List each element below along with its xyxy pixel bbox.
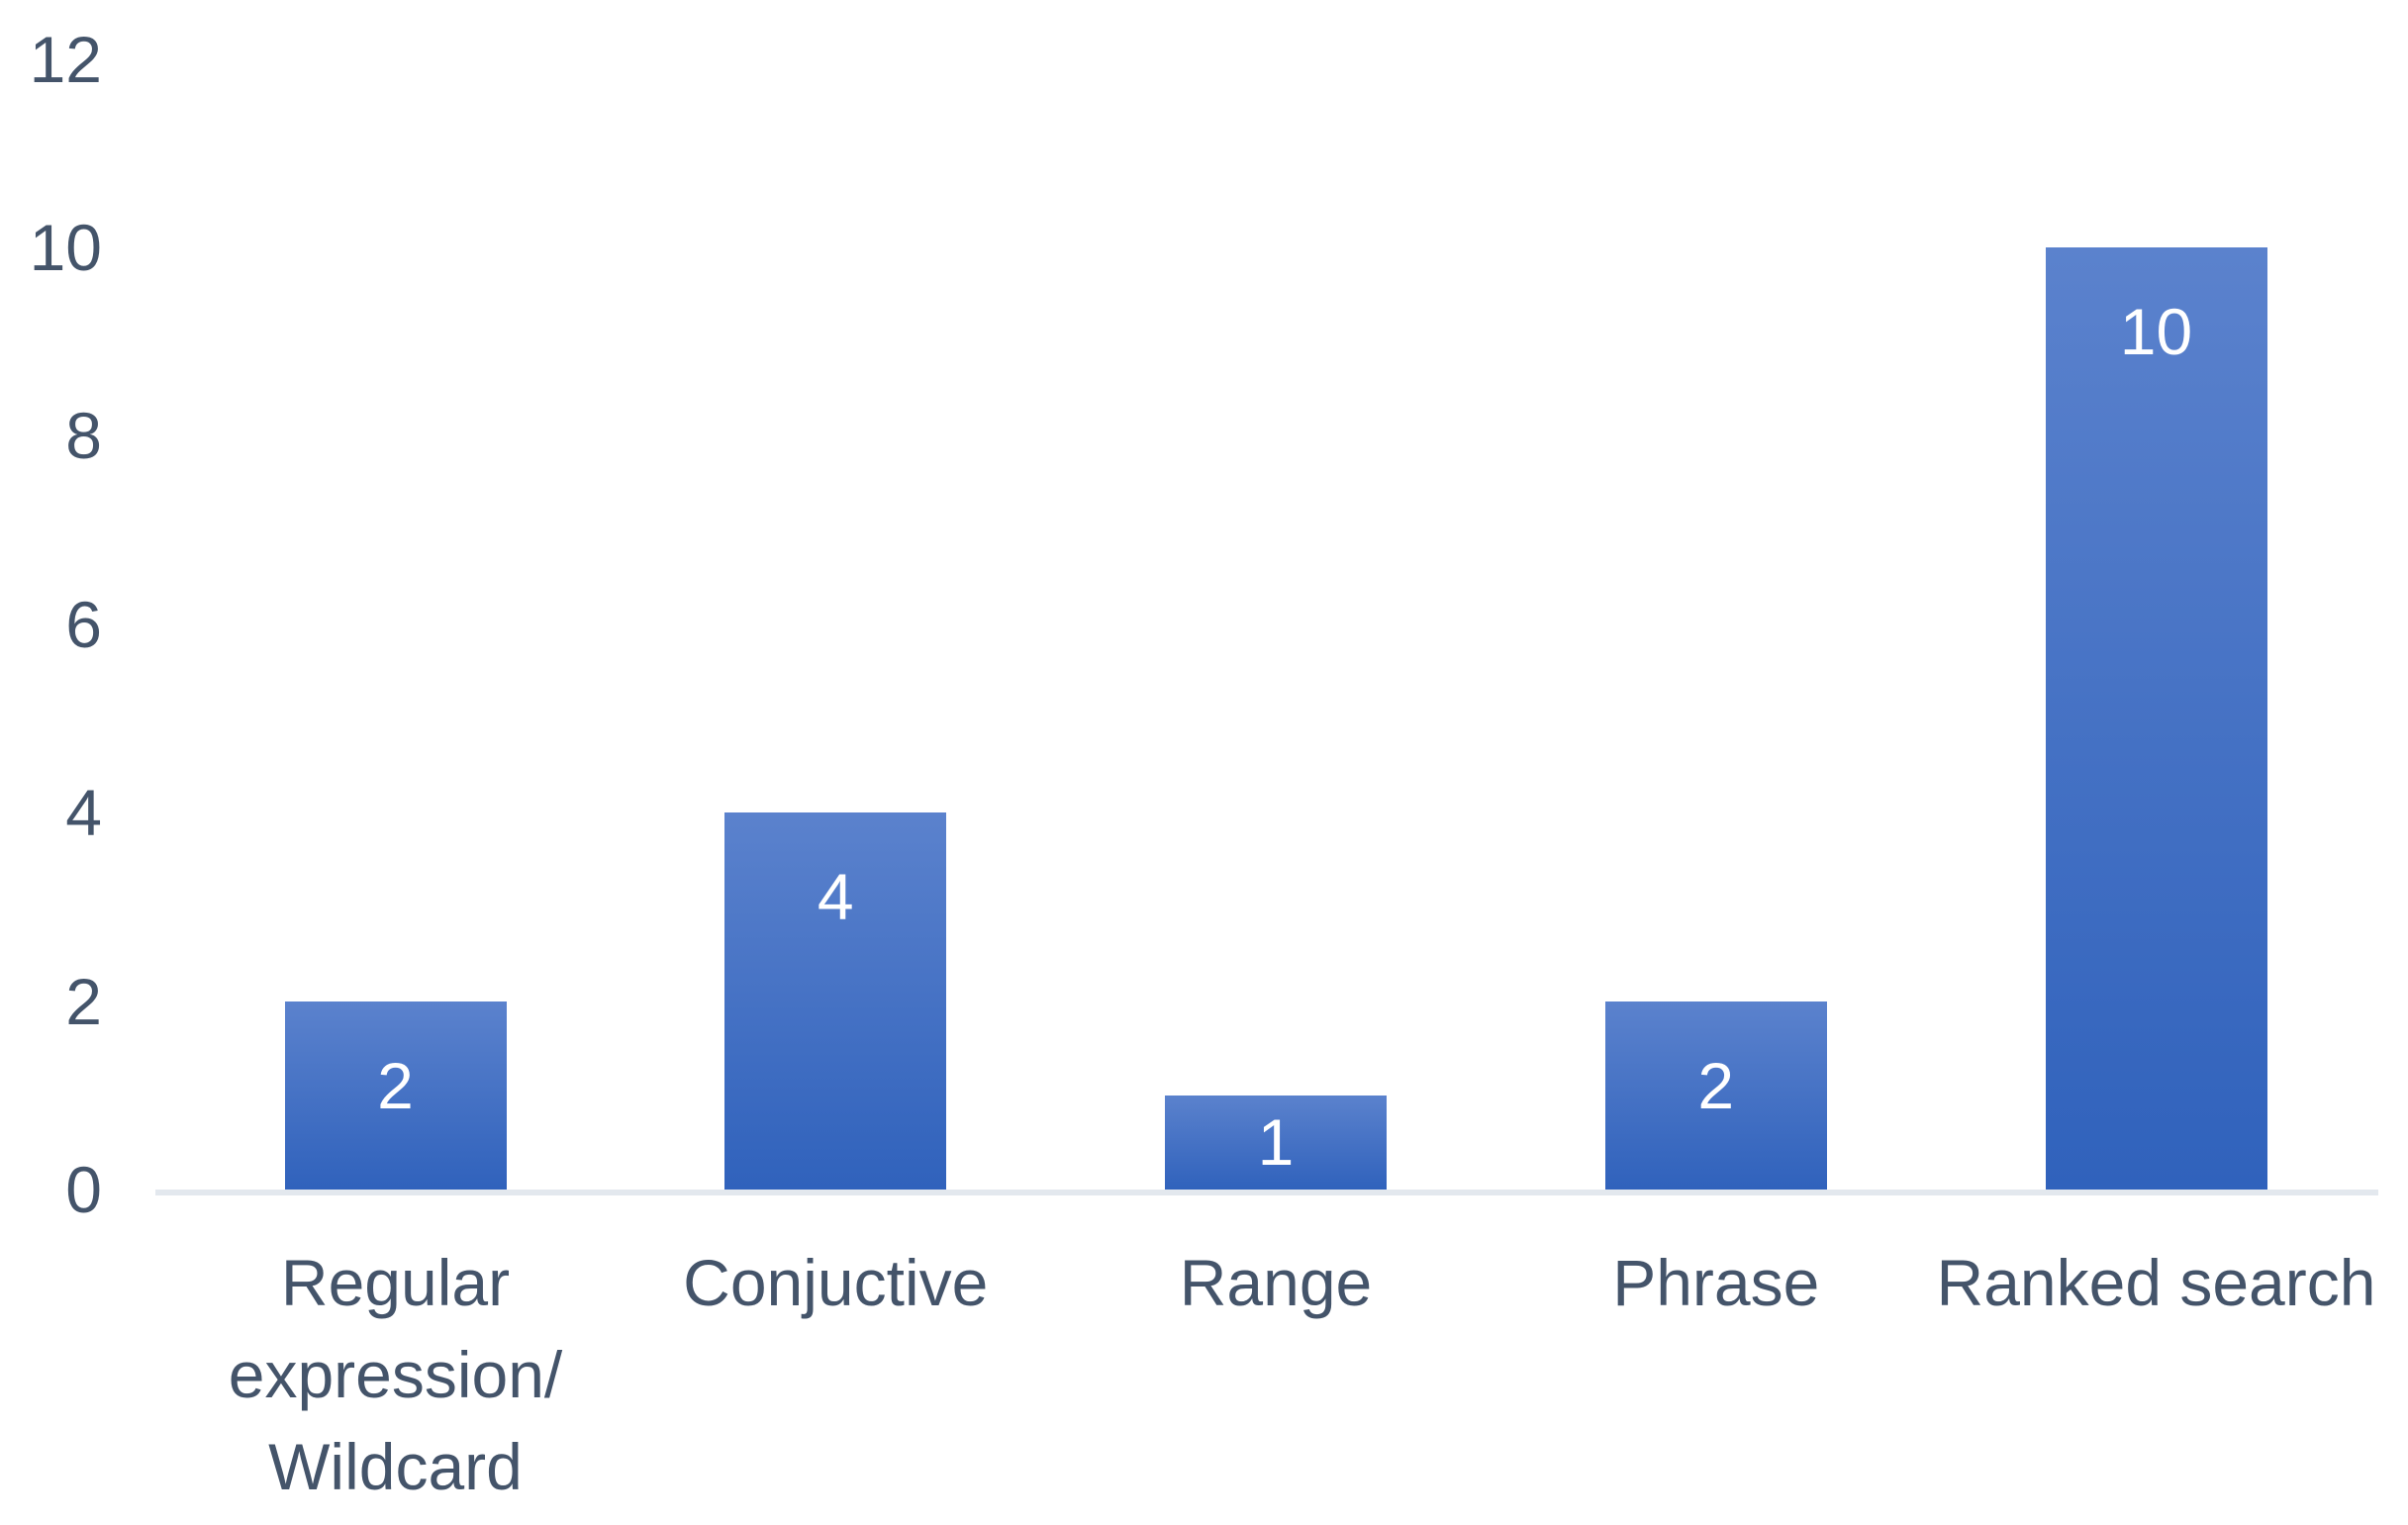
x-axis-line — [155, 1190, 2378, 1195]
bar-value-label: 1 — [1257, 1105, 1295, 1180]
x-axis-category-label: Phrase — [1612, 1246, 1820, 1319]
bar-conjuctive: 4 — [724, 812, 947, 1190]
y-axis-tick-label: 2 — [65, 964, 102, 1038]
x-axis-category-label: Regular expression/ Wildcard — [228, 1246, 563, 1503]
y-axis-tick-label: 4 — [65, 776, 102, 850]
bar-range: 1 — [1165, 1095, 1387, 1190]
y-axis-tick-label: 6 — [65, 587, 102, 661]
y-axis-tick-label: 0 — [65, 1153, 102, 1226]
x-axis-category-label: Conjuctive — [683, 1246, 989, 1319]
y-axis-tick-label: 8 — [65, 399, 102, 473]
bar-value-label: 2 — [377, 1048, 414, 1122]
bar-ranked-search: 10 — [2045, 247, 2267, 1190]
x-axis-category-label: Range — [1179, 1246, 1373, 1319]
bar-regular-expression-wildcard: 2 — [284, 1001, 507, 1190]
bar-value-label: 4 — [817, 860, 854, 934]
y-axis-tick-label: 10 — [29, 211, 102, 284]
y-axis-tick-label: 12 — [29, 22, 102, 96]
x-axis-category-label: Ranked search — [1936, 1246, 2376, 1319]
bar-value-label: 10 — [2119, 295, 2193, 368]
bar-phrase: 2 — [1604, 1001, 1827, 1190]
bar-value-label: 2 — [1697, 1048, 1735, 1122]
